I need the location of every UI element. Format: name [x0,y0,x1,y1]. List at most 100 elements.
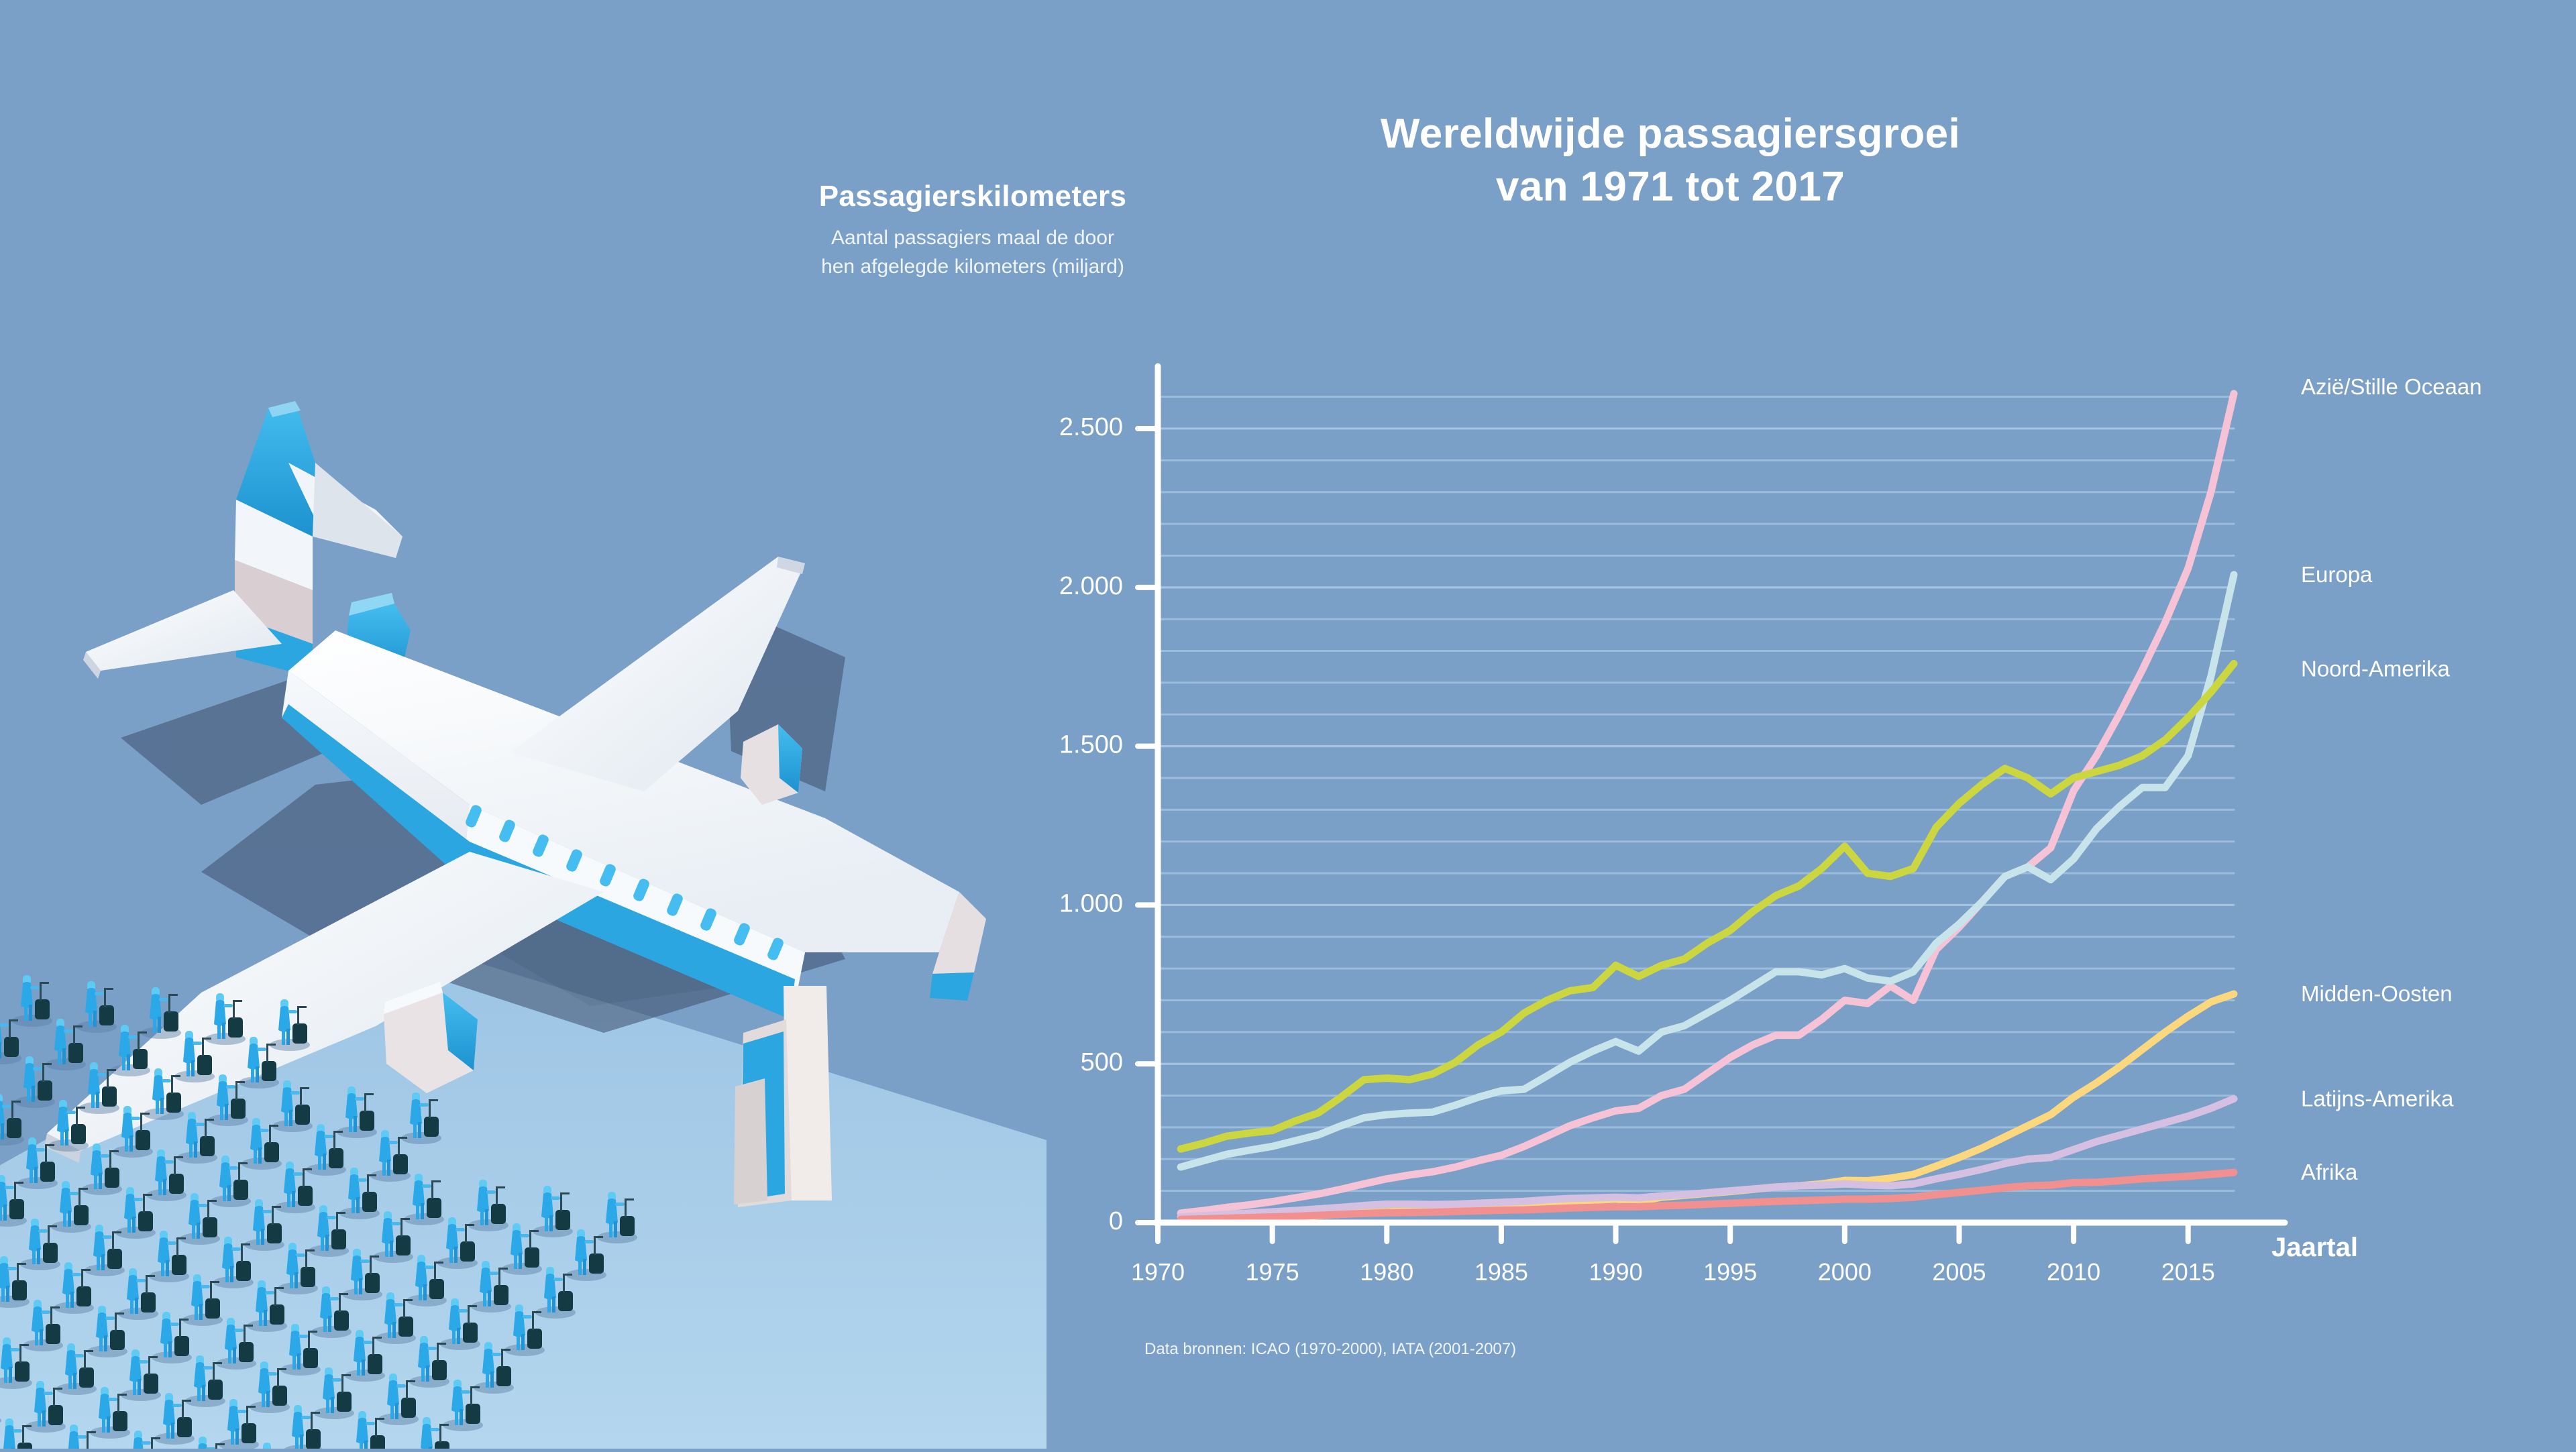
y-axis-caption-block: Passagierskilometers Aantal passagiers m… [798,180,1147,281]
passenger-figure [250,1361,290,1413]
passenger-figure [0,1019,21,1064]
passenger-figure [110,1025,150,1076]
passenger-figure [56,1343,97,1395]
series-line [1177,571,2238,1171]
passenger-figure [79,1062,119,1114]
passenger-figure [504,1304,545,1356]
passenger-figure [54,1262,94,1314]
y-tick-label: 2.000 [1059,572,1123,600]
x-axis-ticks: 1970 1975 1980 1985 1990 1995 2000 2005 2010 2015 [1131,1220,2215,1286]
passenger-figure [146,1150,186,1201]
x-tick-label: 2005 [1932,1258,1986,1286]
passenger-figure [213,1237,254,1288]
passenger-figure [76,981,117,1033]
passenger-figure [0,1418,1,1423]
x-tick-label: 1985 [1474,1258,1528,1286]
y-tick-label: 0 [1109,1207,1123,1235]
passenger-figure [185,1355,225,1407]
passenger-figure [51,1181,91,1233]
line-chart: 0 500 1.000 1.500 2.000 2.500 1970 1975 1980 198… [1033,315,2576,1321]
passenger-figure [0,1094,24,1146]
y-axis-title: Passagierskilometers [818,180,1127,213]
passenger-figure [115,1187,156,1239]
passenger-figure [342,1249,382,1300]
passenger-figure [280,1324,321,1376]
passenger-figure [270,999,310,1051]
series-end-label: Afrika [2301,1160,2358,1184]
x-tick-label: 1975 [1246,1258,1299,1286]
series-line [1177,659,2238,1153]
x-tick-label: 1990 [1589,1258,1643,1286]
airplane-illustration-svg [0,401,1046,1452]
series-end-label: Noord-Amerika [2301,656,2451,681]
airplane-near-engine [384,982,478,1093]
passenger-figure [407,1255,447,1306]
passenger-figure [141,987,181,1039]
passenger-figure [535,1267,576,1319]
series-end-label: Latijns-Amerika [2301,1086,2454,1111]
airplane-boarding-stairs [734,986,832,1207]
y-tick-label: 1.000 [1059,889,1123,917]
passenger-figure [566,1229,606,1281]
passenger-figure [474,1342,514,1394]
passenger-figure [401,1093,441,1144]
passenger-figure [502,1223,542,1275]
passenger-crowd [0,975,637,1452]
passenger-figure [239,1037,279,1088]
major-gridlines [1158,427,2234,1065]
passenger-figure [121,1349,161,1401]
passenger-figure [241,1118,282,1170]
passenger-figure [378,1374,419,1425]
y-tick-label: 1.500 [1059,731,1123,759]
passenger-figure [345,1330,385,1382]
x-tick-label: 2010 [2047,1258,2100,1286]
passenger-figure [23,1300,63,1351]
passenger-figure [20,1219,60,1270]
passenger-figure [0,1256,30,1308]
series-line [1177,1168,2238,1223]
passenger-figure [144,1068,184,1120]
passenger-figure [48,1100,89,1152]
line-chart-svg: 0 500 1.000 1.500 2.000 2.500 1970 1975 1980 198… [1059,363,2482,1286]
airplane-illustration [0,0,1046,1452]
x-tick-label: 1980 [1360,1258,1413,1286]
passenger-figure [376,1292,416,1344]
passenger-figure [152,1312,192,1363]
x-tick-label: 1995 [1703,1258,1757,1286]
series-end-label: Midden-Oosten [2301,981,2453,1006]
airplane-horizontal-stabilizer [83,463,402,679]
passenger-figure [309,1205,349,1257]
passenger-figure [306,1124,346,1176]
y-tick-label: 500 [1081,1048,1123,1076]
passenger-figure [404,1174,444,1225]
passenger-figure [174,1031,215,1082]
passenger-figure [533,1186,573,1237]
passenger-figure [208,1074,248,1126]
passenger-figure [440,1298,480,1350]
y-axis-subtitle-line1: Aantal passagiers maal de door [831,227,1114,249]
x-axis-title: Jaartal [2271,1233,2358,1262]
passenger-figure [205,993,246,1045]
airplane-near-wing [44,852,604,1163]
x-tick-label: 2015 [2161,1258,2215,1286]
passenger-figure [275,1162,315,1213]
series-end-label: Azië/Stille Oceaan [2301,374,2482,399]
passenger-figure [25,1381,66,1433]
passenger-figure [247,1280,287,1332]
passenger-figure [272,1080,313,1132]
passenger-figure [177,1112,217,1164]
passenger-figure [471,1261,511,1313]
passenger-figure [337,1086,377,1138]
passenger-figure [311,1286,352,1338]
y-tick-label: 2.500 [1059,413,1123,441]
passenger-figure [87,1306,127,1357]
passenger-figure [17,1137,58,1189]
series-line [1177,390,2238,1217]
airplane-far-engine [741,724,802,805]
series-line [1177,1095,2238,1221]
passenger-figure [216,1318,256,1370]
x-tick-label: 1970 [1131,1258,1185,1286]
passenger-figure [211,1156,251,1207]
source-note: Data bronnen: ICAO (1970-2000), IATA (20… [1144,1340,1517,1358]
